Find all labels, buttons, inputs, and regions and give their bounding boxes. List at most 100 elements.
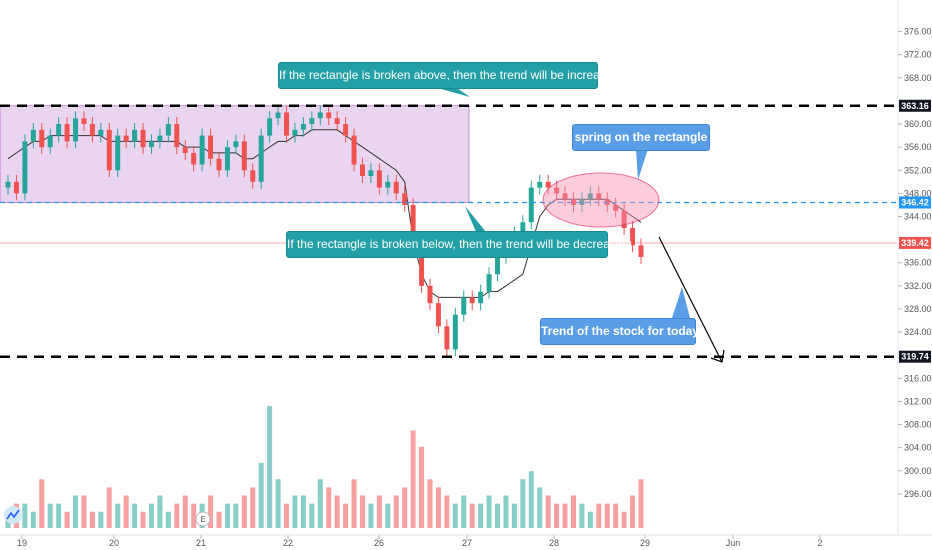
- candle-body: [132, 129, 138, 142]
- volume-bar: [250, 487, 256, 528]
- candle-body: [165, 124, 171, 136]
- upper-level-label-bg: [899, 99, 931, 112]
- y-tick-label: 312.00: [904, 396, 932, 406]
- candle-body: [596, 193, 602, 200]
- last-price-label: 339.42: [901, 238, 929, 248]
- callout-trend-today[interactable]: Trend of the stock for today: [540, 318, 699, 345]
- candle-body: [326, 112, 332, 119]
- x-tick-label: Jun: [726, 538, 741, 548]
- y-tick-label: 344.00: [904, 211, 932, 221]
- candle-body: [157, 135, 163, 142]
- candle-body: [300, 124, 306, 130]
- candle-body: [115, 135, 121, 171]
- lower-level-label: 319.74: [901, 352, 929, 362]
- y-tick-label: 376.00: [904, 27, 932, 37]
- volume-bar: [22, 503, 28, 528]
- x-tick-label: 28: [549, 538, 559, 548]
- volume-bar: [326, 487, 332, 528]
- volume-bar: [545, 495, 551, 528]
- candle-body: [638, 245, 644, 257]
- candle-body: [385, 181, 391, 188]
- volume-bar: [123, 495, 129, 528]
- x-tick-label: 20: [109, 538, 119, 548]
- volume-bar: [47, 503, 53, 528]
- candle-body: [410, 204, 416, 252]
- volume-bar: [537, 487, 543, 528]
- callout-below-tail: [465, 206, 486, 232]
- y-tick-label: 360.00: [904, 119, 932, 129]
- candle-body: [73, 118, 79, 142]
- volume-bar: [309, 503, 315, 528]
- candle-body: [89, 124, 95, 136]
- candle-body: [469, 297, 475, 304]
- volume-bar: [30, 511, 36, 528]
- volume-bar: [376, 495, 382, 528]
- volume-bar: [191, 503, 197, 528]
- earnings-marker-label: E: [200, 515, 205, 524]
- candle-body: [520, 222, 526, 234]
- candle-body: [452, 314, 458, 350]
- x-tick-label: 26: [374, 538, 384, 548]
- candle-body: [47, 135, 53, 148]
- volume-bar: [300, 495, 306, 528]
- candle-body: [478, 291, 484, 304]
- volume-bar: [267, 406, 273, 528]
- candle-body: [486, 274, 492, 292]
- candle-body: [630, 228, 636, 246]
- volume-bar: [216, 511, 222, 528]
- candle-body: [376, 170, 382, 188]
- candle-body: [191, 152, 197, 165]
- candle-body: [241, 141, 247, 171]
- volume-bar: [393, 495, 399, 528]
- candle-body: [140, 129, 146, 148]
- price-axis-panel: [898, 0, 932, 550]
- volume-bar: [258, 463, 264, 528]
- volume-bar: [359, 495, 365, 528]
- candle-body: [579, 199, 585, 205]
- candle-body: [123, 135, 129, 142]
- candle-body: [435, 303, 441, 327]
- volume-bar: [241, 495, 247, 528]
- candle-body: [621, 210, 627, 229]
- x-tick-label: 29: [640, 538, 650, 548]
- volume-bar: [351, 479, 357, 528]
- candle-body: [56, 124, 62, 136]
- volume-bar: [224, 503, 230, 528]
- callout-spring[interactable]: spring on the rectangle: [572, 124, 710, 151]
- candle-body: [545, 181, 551, 188]
- volume-bar: [115, 503, 121, 528]
- volume-bar: [165, 511, 171, 528]
- candle-body: [570, 199, 576, 205]
- volume-bar: [39, 479, 45, 528]
- candle-body: [258, 135, 264, 182]
- volume-bar: [511, 503, 517, 528]
- volume-bar: [587, 511, 593, 528]
- candle-body: [81, 118, 87, 125]
- volume-bar: [630, 495, 636, 528]
- y-tick-label: 332.00: [904, 281, 932, 291]
- volume-bar: [604, 503, 610, 528]
- volume-bar: [182, 495, 188, 528]
- volume-bar: [81, 495, 87, 528]
- volume-bar: [157, 495, 163, 528]
- candle-body: [461, 297, 467, 315]
- candle-body: [444, 326, 450, 350]
- volume-bar: [132, 503, 138, 528]
- candle-body: [182, 147, 188, 153]
- volume-bar: [444, 495, 450, 528]
- volume-bar: [562, 503, 568, 528]
- candle-body: [562, 193, 568, 200]
- mid-level-label: 346.42: [901, 198, 929, 208]
- y-tick-label: 324.00: [904, 327, 932, 337]
- volume-bar: [334, 495, 340, 528]
- y-tick-label: 356.00: [904, 142, 932, 152]
- candle-body: [427, 285, 433, 304]
- candle-body: [64, 124, 70, 142]
- volume-bar: [478, 503, 484, 528]
- tradingview-logo-mark: [6, 509, 20, 520]
- callout-broken-below[interactable]: If the rectangle is broken below, then t…: [286, 231, 632, 258]
- y-tick-label: 372.00: [904, 50, 932, 60]
- volume-bar: [284, 503, 290, 528]
- callout-broken-above[interactable]: If the rectangle is broken above, then t…: [278, 62, 622, 89]
